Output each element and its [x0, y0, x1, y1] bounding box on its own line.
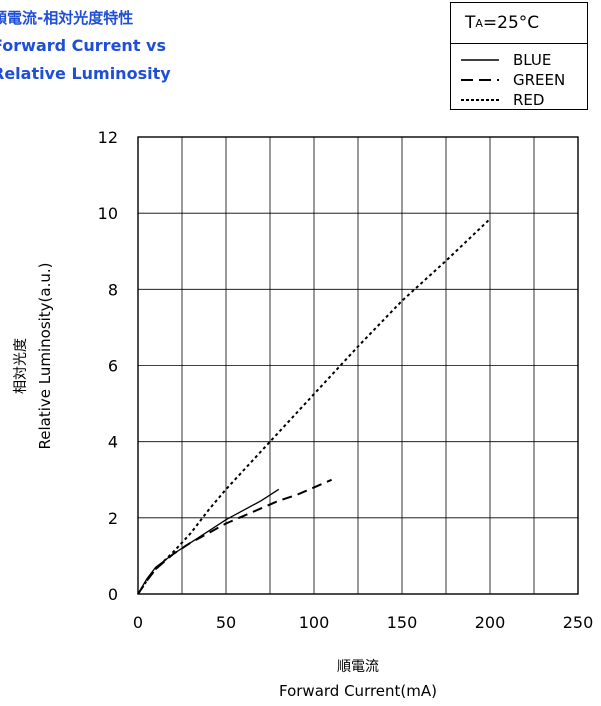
- series-line-green: [137, 478, 332, 595]
- legend-swatch-red: [461, 99, 499, 101]
- x-tick-label: 0: [133, 613, 143, 632]
- series-line-red: [137, 218, 491, 595]
- chart-title: 順電流-相対光度特性 Forward Current vs Relative L…: [0, 4, 260, 88]
- legend-label-red: RED: [513, 91, 545, 109]
- y-tick-label: 8: [108, 280, 118, 299]
- legend: T A =25°C BLUE GREEN RED: [450, 2, 588, 110]
- y-tick-label: 2: [108, 509, 118, 528]
- legend-label-green: GREEN: [513, 71, 566, 89]
- chart-title-ja: 順電流-相対光度特性: [0, 9, 134, 27]
- y-tick-label: 6: [108, 357, 118, 376]
- y-tick-label: 12: [98, 128, 118, 147]
- legend-item-green: GREEN: [451, 70, 587, 90]
- chart-title-en-line1: Forward Current vs: [0, 36, 166, 55]
- x-axis-label: Forward Current(mA): [278, 682, 438, 700]
- chart-title-en-line2: Relative Luminosity: [0, 64, 171, 83]
- x-tick-label: 50: [216, 613, 236, 632]
- condition-symbol: T: [465, 13, 476, 33]
- legend-swatch-green: [461, 79, 499, 81]
- legend-item-blue: BLUE: [451, 50, 587, 70]
- series-line-blue: [137, 488, 280, 595]
- x-tick-label: 100: [299, 613, 330, 632]
- plot-frame: [137, 136, 579, 595]
- x-tick-label: 150: [387, 613, 418, 632]
- legend-label-blue: BLUE: [513, 51, 552, 69]
- y-tick-label: 10: [98, 204, 118, 223]
- legend-swatch-blue: [461, 59, 499, 61]
- condition-value: =25°C: [482, 13, 540, 33]
- y-axis-label: Relative Luminosity(a.u.): [36, 262, 54, 450]
- y-axis-label-ja: 相対光度: [13, 338, 29, 394]
- y-tick-label: 0: [108, 585, 118, 604]
- legend-condition: T A =25°C: [451, 3, 587, 44]
- x-tick-label: 250: [563, 613, 594, 632]
- x-tick-label: 200: [475, 613, 506, 632]
- x-axis-label-ja: 順電流: [337, 659, 379, 675]
- condition-subscript: A: [475, 16, 483, 30]
- y-tick-label: 4: [108, 433, 118, 452]
- legend-item-red: RED: [451, 90, 587, 110]
